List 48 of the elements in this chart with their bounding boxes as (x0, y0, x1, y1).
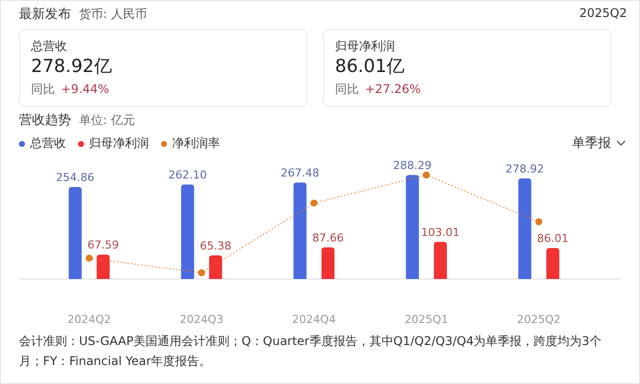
x-tick-label: 2024Q4 (292, 313, 336, 326)
bar (68, 187, 82, 279)
bar (294, 182, 306, 279)
text: +9.44% (61, 82, 110, 96)
bar (181, 184, 194, 279)
bar (546, 248, 560, 279)
x-tick-label: 2024Q2 (67, 313, 112, 326)
data-label: 103.01 (421, 226, 460, 239)
data-label: 267.48 (280, 166, 320, 180)
bar (96, 254, 110, 279)
data-label: 65.38 (200, 239, 232, 252)
text: 2025Q2 (579, 6, 627, 20)
text: 归母净利润 (335, 38, 395, 55)
bar (209, 255, 222, 279)
text: 86.01亿 (335, 55, 405, 78)
legend-label: 总营收 (30, 136, 66, 150)
bar (322, 247, 334, 279)
chart-title: 营收趋势 (19, 113, 71, 128)
text: 货币: 人民币 (79, 7, 147, 21)
legend-label: 归母净利润 (89, 136, 149, 150)
data-label: 87.66 (312, 231, 344, 244)
point (86, 254, 93, 262)
x-tick-label: 2024Q3 (180, 313, 224, 326)
legend-label: 净利润率 (172, 136, 220, 150)
point (198, 269, 206, 276)
bar (518, 178, 532, 279)
text: 总营收 (31, 38, 67, 55)
data-label: 67.59 (87, 238, 119, 252)
data-label: 86.01 (537, 232, 569, 245)
text: 278.92亿 (31, 55, 112, 78)
data-label: 288.29 (393, 159, 432, 172)
x-tick-label: 2025Q1 (404, 313, 448, 326)
point (422, 171, 430, 178)
data-label: 278.92 (506, 162, 544, 176)
bar (406, 175, 419, 279)
text: 会计准则：US-GAAP美国通用会计准则；Q：Quarter季度报告，其中Q1/Q2/Q3/Q4为单季报，跨度均为3个月；FY：Financial Year年度报告。 (19, 333, 602, 370)
text: 单季报 (572, 135, 611, 152)
text: 最新发布 (19, 7, 71, 22)
x-tick-label: 2025Q2 (516, 313, 561, 326)
data-label: 254.86 (56, 171, 94, 184)
text: 同比 (31, 82, 55, 96)
chart-subtitle: 单位: 亿元 (79, 113, 135, 127)
point (310, 200, 318, 207)
text: +27.26% (365, 82, 421, 96)
bar (434, 242, 447, 279)
data-label: 262.10 (168, 168, 207, 182)
text: 同比 (335, 82, 359, 96)
point (535, 218, 542, 226)
